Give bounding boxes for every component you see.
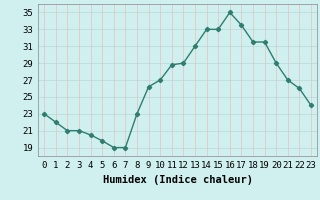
X-axis label: Humidex (Indice chaleur): Humidex (Indice chaleur) [103,175,252,185]
